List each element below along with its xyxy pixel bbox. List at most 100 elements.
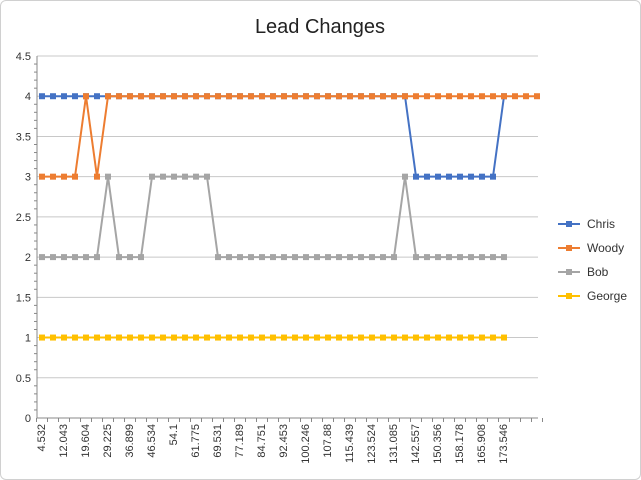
data-point (94, 93, 100, 100)
data-point (468, 173, 474, 180)
x-tick-label: 173.546 (498, 424, 510, 464)
y-tick-label: 0.5 (16, 373, 31, 385)
data-point (39, 254, 45, 261)
x-tick-label: 77.189 (234, 424, 246, 458)
data-point (160, 93, 166, 100)
data-point (369, 254, 375, 261)
data-point (259, 93, 265, 100)
data-point (380, 254, 386, 261)
data-point (72, 254, 78, 261)
data-point (39, 93, 45, 100)
data-point (138, 254, 144, 261)
data-point (457, 93, 463, 100)
data-point (501, 334, 507, 341)
data-point (292, 334, 298, 341)
data-point (61, 93, 67, 100)
data-point (347, 334, 353, 341)
data-point (501, 254, 507, 261)
x-tick-label: 69.531 (212, 424, 224, 458)
data-point (50, 254, 56, 261)
x-tick-label: 165.908 (476, 424, 488, 464)
data-point (248, 93, 254, 100)
data-point (105, 334, 111, 341)
x-tick-label: 54.1 (168, 424, 180, 445)
data-point (325, 254, 331, 261)
data-point (83, 93, 89, 100)
data-point (424, 254, 430, 261)
data-point (138, 334, 144, 341)
data-point (237, 254, 243, 261)
data-point (314, 254, 320, 261)
data-point (204, 173, 210, 180)
data-point (116, 254, 122, 261)
data-point (270, 254, 276, 261)
x-tick-label: 115.439 (344, 424, 356, 463)
x-tick-label: 131.085 (388, 424, 400, 464)
series-line (42, 95, 537, 178)
y-tick-label: 1.5 (16, 292, 31, 304)
data-point (171, 93, 177, 100)
data-point (50, 334, 56, 341)
data-point (182, 173, 188, 180)
data-point (380, 334, 386, 341)
y-tick-label: 4.5 (16, 51, 31, 63)
data-point (149, 173, 155, 180)
x-tick-label: 100.246 (300, 424, 312, 464)
data-point (413, 173, 419, 180)
x-tick-label: 150.356 (432, 424, 444, 464)
data-point (303, 334, 309, 341)
data-point (446, 254, 452, 261)
data-point (127, 334, 133, 341)
data-point (446, 334, 452, 341)
legend-label: Woody (587, 241, 624, 255)
data-point (435, 93, 441, 100)
data-point (116, 334, 122, 341)
series-george (39, 334, 507, 341)
data-point (479, 93, 485, 100)
y-tick-label: 3 (25, 172, 31, 184)
data-point (237, 93, 243, 100)
data-point (490, 93, 496, 100)
data-point (248, 254, 254, 261)
data-point (479, 173, 485, 180)
legend-label: Bob (587, 265, 609, 279)
data-point (259, 254, 265, 261)
data-point (149, 93, 155, 100)
data-point (369, 334, 375, 341)
data-point (193, 93, 199, 100)
data-point (534, 93, 540, 100)
data-point (226, 334, 232, 341)
data-point (468, 93, 474, 100)
data-point (490, 173, 496, 180)
x-tick-label: 142.557 (410, 424, 422, 464)
y-tick-label: 2 (25, 252, 31, 264)
data-point (435, 334, 441, 341)
data-point (94, 334, 100, 341)
x-tick-label: 123.524 (366, 424, 378, 464)
data-point (72, 334, 78, 341)
data-point (138, 93, 144, 100)
data-point (391, 334, 397, 341)
x-tick-label: 29.225 (102, 424, 114, 458)
legend-label: George (587, 289, 627, 303)
data-point (391, 93, 397, 100)
data-point (281, 334, 287, 341)
data-point (402, 93, 408, 100)
data-point (72, 173, 78, 180)
legend-swatch-marker (566, 269, 572, 275)
data-point (446, 173, 452, 180)
data-point (281, 254, 287, 261)
y-tick-label: 3.5 (16, 131, 31, 143)
data-point (380, 93, 386, 100)
data-point (369, 93, 375, 100)
data-point (523, 93, 529, 100)
legend: Chris Woody Bob George (558, 217, 627, 303)
data-point (314, 93, 320, 100)
data-point (182, 334, 188, 341)
data-point (457, 173, 463, 180)
data-point (215, 334, 221, 341)
data-point (358, 334, 364, 341)
data-point (83, 254, 89, 261)
data-point (160, 334, 166, 341)
